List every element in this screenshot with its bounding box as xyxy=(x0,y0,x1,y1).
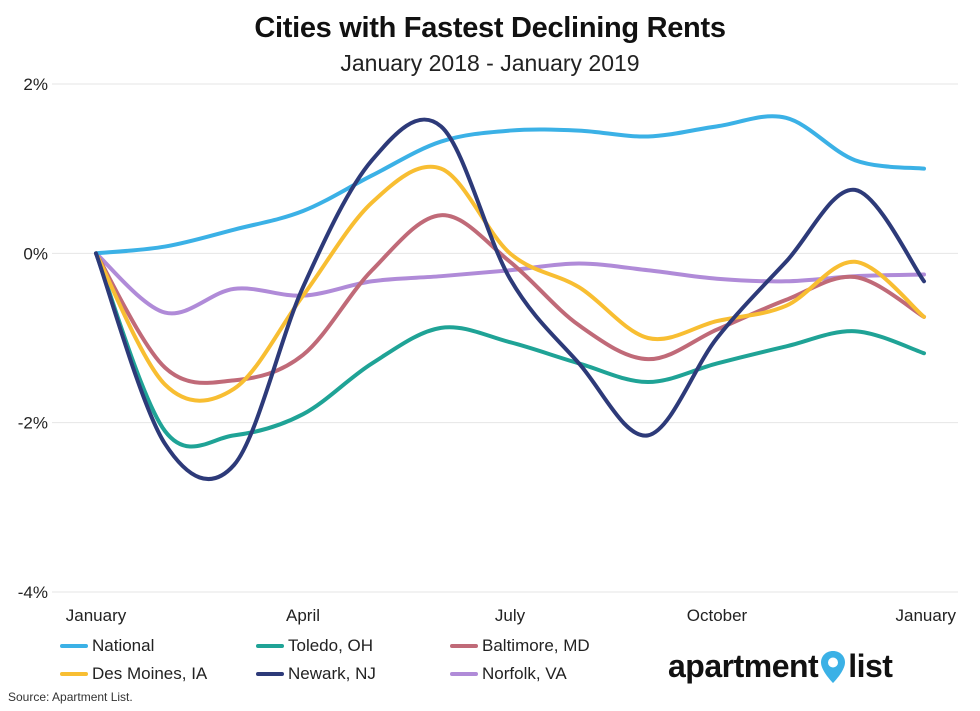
legend-swatch-des-moines xyxy=(60,672,88,676)
chart-legend: National Toledo, OH Baltimore, MD Des Mo… xyxy=(60,636,660,692)
legend-swatch-newark xyxy=(256,672,284,676)
legend-label-newark: Newark, NJ xyxy=(288,664,376,683)
y-tick-label: -2% xyxy=(18,414,48,433)
legend-label-toledo: Toledo, OH xyxy=(288,636,374,655)
x-tick-label: October xyxy=(687,606,748,625)
series-line-norfolk-va xyxy=(94,251,926,316)
brand-logo: apartment list xyxy=(668,648,893,685)
series-line-newark-nj xyxy=(94,117,926,482)
x-tick-label: April xyxy=(286,606,320,625)
y-axis-tick-labels: 2% 0% -2% -4% xyxy=(18,75,48,602)
series-line-toledo-oh xyxy=(94,251,926,449)
series-lines xyxy=(94,114,926,482)
chart-title: Cities with Fastest Declining Rents xyxy=(254,12,726,44)
legend-item-newark: Newark, NJ xyxy=(256,664,376,684)
legend-label-national: National xyxy=(92,636,155,655)
brand-name-part2: list xyxy=(848,648,893,684)
x-axis-tick-labels: January April July October January xyxy=(66,606,957,625)
legend-swatch-national xyxy=(60,644,88,648)
grid-lines xyxy=(52,83,958,593)
series-line-national xyxy=(94,114,926,256)
source-note: Source: Apartment List. xyxy=(8,690,133,704)
legend-swatch-norfolk xyxy=(450,672,478,676)
legend-item-des-moines: Des Moines, IA xyxy=(60,664,207,684)
legend-item-norfolk: Norfolk, VA xyxy=(450,664,567,684)
legend-swatch-toledo xyxy=(256,644,284,648)
map-pin-icon xyxy=(821,650,846,683)
legend-label-norfolk: Norfolk, VA xyxy=(482,664,567,683)
x-tick-label: July xyxy=(495,606,526,625)
line-chart: 2%0%-2%-4% January April July October Januar… xyxy=(18,75,958,625)
legend-label-baltimore: Baltimore, MD xyxy=(482,636,590,655)
brand-name-part1: apartment xyxy=(668,648,819,684)
legend-item-baltimore: Baltimore, MD xyxy=(450,636,590,656)
legend-item-national: National xyxy=(60,636,154,656)
y-tick-label: -4% xyxy=(18,583,48,602)
x-tick-label: January xyxy=(896,606,957,625)
x-tick-label: January xyxy=(66,606,127,625)
chart-subtitle: January 2018 - January 2019 xyxy=(340,50,640,76)
series-line-des-moines-ia xyxy=(94,164,926,403)
y-tick-label: 0% xyxy=(23,244,48,263)
legend-swatch-baltimore xyxy=(450,644,478,648)
legend-item-toledo: Toledo, OH xyxy=(256,636,373,656)
legend-label-des-moines: Des Moines, IA xyxy=(92,664,208,683)
y-tick-label: 2% xyxy=(23,75,48,94)
